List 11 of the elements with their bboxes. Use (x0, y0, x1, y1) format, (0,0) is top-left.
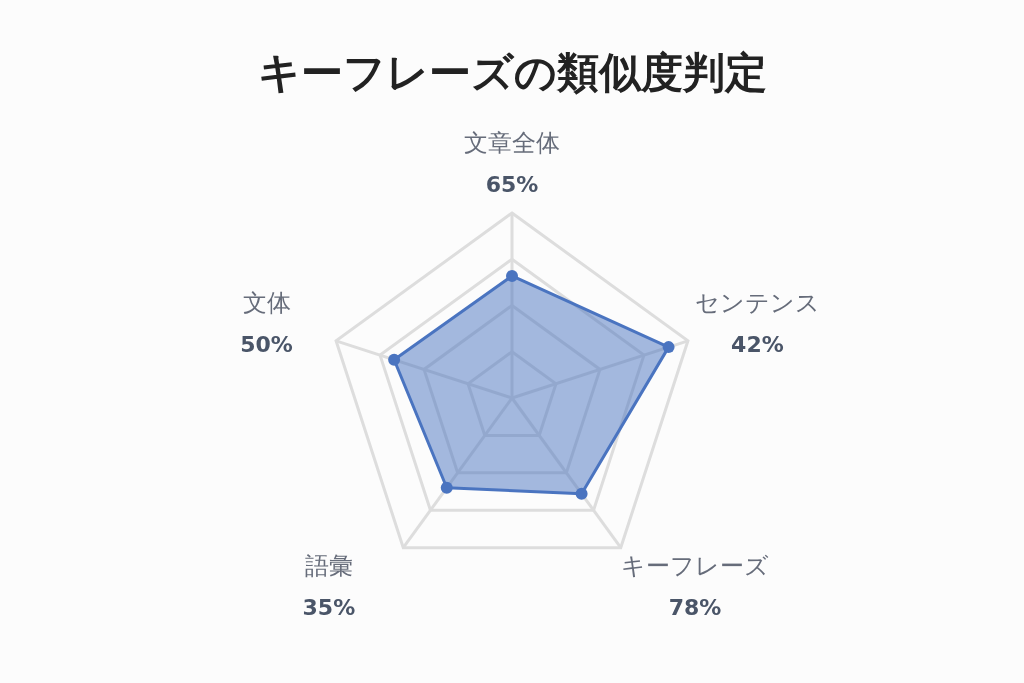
chart-title: キーフレーズの類似度判定 (257, 47, 767, 97)
spoke-label: センテンス (694, 289, 820, 318)
text: 50% (240, 332, 293, 358)
text: 35% (302, 595, 356, 621)
spoke-label: 語彙 (304, 552, 353, 581)
text: 78% (668, 595, 722, 621)
text: 65% (485, 171, 539, 197)
text: 42% (731, 332, 784, 358)
spoke-label: 文章全体 (464, 128, 560, 157)
spoke-label: キーフレーズ (621, 552, 770, 581)
spoke-label: 文体 (242, 289, 291, 318)
